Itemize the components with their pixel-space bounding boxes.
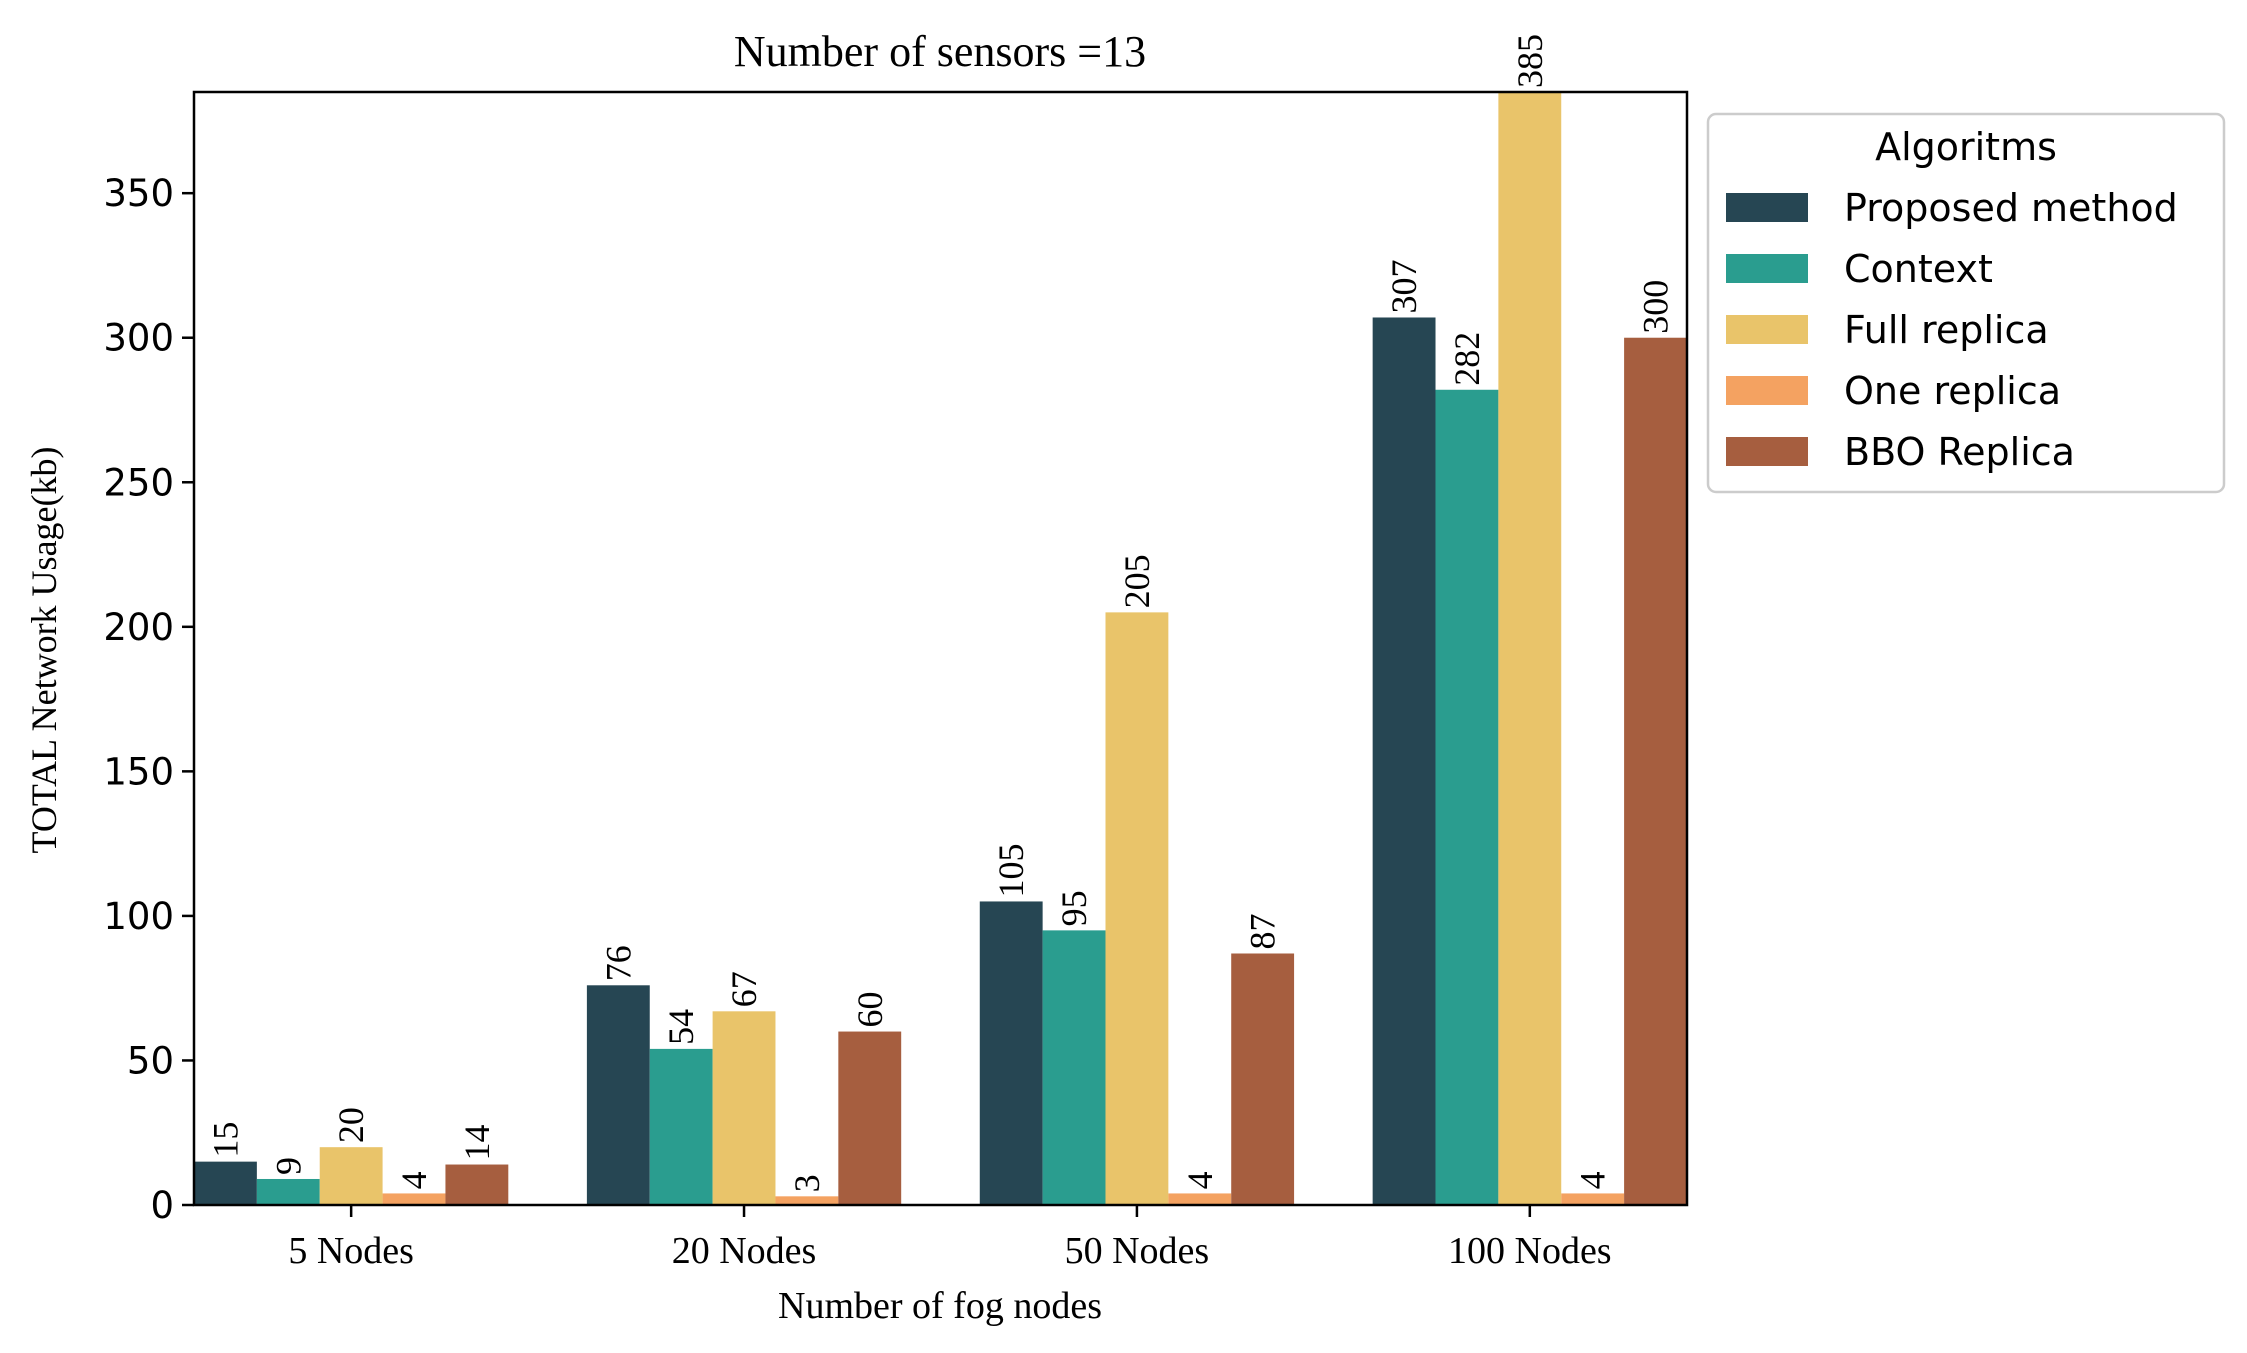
bar [382, 1193, 446, 1205]
y-tick-label: 250 [103, 461, 174, 504]
bar [979, 901, 1043, 1205]
y-tick-label: 100 [103, 895, 174, 938]
bar [1372, 317, 1436, 1205]
bar-value-label: 15 [205, 1122, 245, 1158]
legend-items: Proposed method Context Full replica One re… [1726, 186, 2178, 474]
bar-value-label: 60 [850, 992, 890, 1028]
x-tick-label: 5 Nodes [288, 1230, 414, 1272]
legend-label: One replica [1844, 369, 2061, 413]
x-tick-label: 20 Nodes [672, 1230, 817, 1272]
bar [1435, 389, 1499, 1205]
x-tick-label: 50 Nodes [1065, 1230, 1210, 1272]
bar [1498, 92, 1562, 1205]
bar [445, 1164, 509, 1205]
bar-value-label: 307 [1384, 259, 1424, 313]
bar [838, 1031, 902, 1205]
y-axis: 0 50 100 150 200 250 300 350 [103, 172, 194, 1227]
chart-title: Number of sensors =13 [734, 27, 1146, 76]
bar-value-label: 9 [268, 1157, 308, 1175]
y-tick-label: 200 [103, 606, 174, 649]
bar [1231, 953, 1295, 1205]
bar-value-label: 105 [991, 843, 1031, 897]
bar [1561, 1193, 1625, 1205]
bar-value-label: 282 [1447, 332, 1487, 386]
bar [712, 1011, 776, 1205]
bar [319, 1147, 383, 1205]
bar [586, 985, 650, 1205]
bar-value-label: 20 [331, 1107, 371, 1143]
plot-frame [192, 90, 1689, 1207]
bar-value-label: 14 [457, 1125, 497, 1161]
bar-value-label: 95 [1054, 890, 1094, 926]
bar [1168, 1193, 1232, 1205]
y-tick-label: 150 [103, 750, 174, 793]
x-axis: 5 Nodes 20 Nodes 50 Nodes 100 Nodes [288, 1205, 1612, 1272]
bar [649, 1048, 713, 1205]
legend-label: BBO Replica [1844, 430, 2075, 474]
legend-swatch [1726, 315, 1808, 344]
y-tick-label: 350 [103, 172, 174, 215]
bar-value-label: 87 [1243, 913, 1283, 949]
bar-value-label: 4 [1573, 1171, 1613, 1189]
y-tick-label: 0 [150, 1184, 174, 1227]
bar-value-label: 205 [1117, 554, 1157, 608]
bar-value-label: 67 [724, 971, 764, 1007]
legend-swatch [1726, 254, 1808, 283]
bar-value-label: 76 [598, 945, 638, 981]
y-tick-label: 50 [127, 1039, 174, 1082]
y-axis-label: TOTAL Network Usage(kb) [24, 446, 64, 853]
bar [1624, 337, 1687, 1205]
legend-label: Proposed method [1844, 186, 2178, 230]
bar [775, 1196, 839, 1205]
legend-frame [1706, 112, 2226, 494]
legend-swatch [1726, 193, 1808, 222]
x-axis-label: Number of fog nodes [778, 1285, 1102, 1327]
bar [1105, 612, 1169, 1205]
bar-value-label: 3 [787, 1174, 827, 1192]
bar-value-label: 300 [1636, 280, 1676, 334]
legend-swatch [1726, 437, 1808, 466]
bar [256, 1178, 320, 1205]
bar-value-label: 54 [661, 1009, 701, 1045]
y-tick-label: 300 [103, 317, 174, 360]
x-tick-label: 100 Nodes [1448, 1230, 1612, 1272]
bar-value-label: 4 [394, 1171, 434, 1189]
bar [194, 1161, 257, 1205]
value-labels: 15 76 105 307 9 54 95 282 20 67 205 385 4 3 4 4 14 60 87 30… [205, 34, 1675, 1192]
bar-value-label: 4 [1180, 1171, 1220, 1189]
legend-title: Algoritms [1875, 125, 2057, 169]
legend-label: Full replica [1844, 308, 2049, 352]
legend-label: Context [1844, 247, 1993, 291]
legend: Algoritms Proposed method Context Full rep… [1706, 112, 2226, 494]
bar [1042, 930, 1106, 1205]
bars-group [194, 92, 1687, 1205]
bar-value-label: 385 [1510, 34, 1550, 88]
legend-swatch [1726, 376, 1808, 405]
